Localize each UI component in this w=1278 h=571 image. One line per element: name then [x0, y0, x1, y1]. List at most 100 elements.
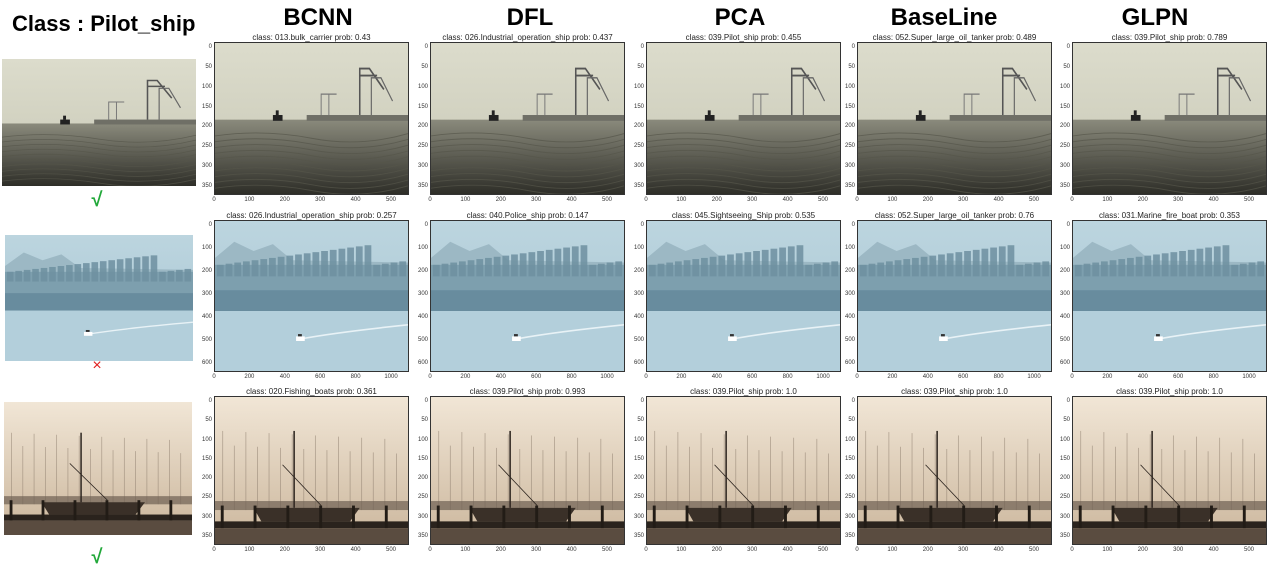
y-tick-label: 500 — [1059, 337, 1070, 343]
y-tick-label: 0 — [851, 398, 855, 404]
prediction-panel-bcnn: class: 020.Fishing_boats prob: 0.361 0 50 1… — [202, 387, 409, 553]
x-tick-label: 200 — [495, 197, 506, 203]
prediction-image — [430, 396, 625, 545]
x-tick-label: 1000 — [816, 374, 830, 380]
y-tick-label: 600 — [1059, 360, 1070, 366]
y-tick-label: 50 — [205, 417, 212, 424]
prediction-label: class: 026.Industrial_operation_ship pro… — [226, 211, 397, 220]
x-tick-label: 400 — [350, 547, 361, 553]
y-tick-label: 150 — [201, 455, 212, 462]
y-tick-label: 150 — [201, 103, 212, 110]
y-tick-label: 100 — [1059, 436, 1070, 443]
y-tick-label: 0 — [640, 44, 644, 50]
x-tick-label: 500 — [385, 197, 396, 203]
prediction-label: class: 052.Super_large_oil_tanker prob: … — [874, 211, 1035, 220]
y-tick-label: 250 — [844, 143, 855, 150]
y-tick-label: 300 — [1059, 163, 1070, 170]
original-image-harbor — [2, 59, 196, 186]
y-tick-label: 0 — [851, 44, 855, 50]
y-tick-label: 200 — [201, 475, 212, 482]
y-tick-label: 300 — [633, 163, 644, 170]
y-tick-label: 600 — [201, 360, 212, 366]
prediction-panel-glpn: class: 031.Marine_fire_boat prob: 0.353 0… — [1060, 211, 1267, 380]
method-header-pca: PCA — [714, 4, 766, 31]
x-tick-label: 600 — [747, 374, 758, 380]
y-tick-label: 100 — [201, 436, 212, 443]
x-tick-label: 100 — [460, 547, 471, 553]
method-header-baseline: BaseLine — [890, 4, 998, 31]
prediction-label: class: 039.Pilot_ship prob: 1.0 — [901, 387, 1008, 396]
y-tick-label: 150 — [844, 103, 855, 110]
y-tick-label: 150 — [417, 455, 428, 462]
y-tick-label: 200 — [844, 123, 855, 130]
x-tick-label: 100 — [460, 197, 471, 203]
x-tick-label: 200 — [495, 547, 506, 553]
x-tick-label: 600 — [958, 374, 969, 380]
prediction-panel-bcnn: class: 026.Industrial_operation_ship pro… — [202, 211, 409, 380]
y-tick-label: 350 — [633, 533, 644, 539]
y-tick-label: 100 — [417, 83, 428, 90]
y-tick-label: 50 — [1063, 417, 1070, 424]
y-tick-label: 400 — [844, 314, 855, 320]
x-tick-label: 400 — [922, 374, 933, 380]
y-tick-label: 100 — [633, 83, 644, 90]
y-tick-label: 50 — [637, 417, 644, 424]
x-tick-label: 800 — [782, 374, 793, 380]
y-tick-label: 200 — [633, 475, 644, 482]
x-tick-label: 600 — [1173, 374, 1184, 380]
y-tick-label: 100 — [633, 436, 644, 443]
y-tick-label: 200 — [844, 475, 855, 482]
prediction-image — [1072, 220, 1267, 372]
method-header-dfl: DFL — [506, 4, 554, 31]
prediction-panel-dfl: class: 039.Pilot_ship prob: 0.993 0 50 100 1… — [418, 387, 625, 553]
y-tick-label: 300 — [201, 291, 212, 297]
y-tick-label: 350 — [1059, 533, 1070, 539]
y-tick-label: 300 — [633, 291, 644, 297]
y-tick-label: 200 — [417, 123, 428, 130]
x-tick-label: 300 — [958, 547, 969, 553]
y-tick-label: 50 — [1063, 63, 1070, 70]
prediction-label: class: 039.Pilot_ship prob: 0.455 — [685, 33, 802, 42]
y-tick-label: 500 — [844, 337, 855, 343]
x-tick-label: 500 — [1028, 547, 1039, 553]
y-tick-label: 0 — [424, 398, 428, 404]
y-tick-label: 500 — [201, 337, 212, 343]
x-tick-label: 200 — [1137, 547, 1148, 553]
prediction-panel-dfl: class: 040.Police_ship prob: 0.147 0 100 20… — [418, 211, 625, 380]
x-tick-label: 300 — [531, 547, 542, 553]
prediction-label: class: 039.Pilot_ship prob: 1.0 — [1116, 387, 1223, 396]
x-tick-label: 1000 — [1242, 374, 1256, 380]
y-tick-label: 400 — [1059, 314, 1070, 320]
prediction-image — [646, 396, 841, 545]
y-tick-label: 200 — [1059, 475, 1070, 482]
y-tick-label: 300 — [1059, 513, 1070, 520]
y-tick-label: 350 — [633, 183, 644, 189]
y-tick-label: 350 — [844, 183, 855, 189]
y-tick-label: 0 — [424, 222, 428, 228]
x-tick-label: 1000 — [600, 374, 614, 380]
x-tick-label: 100 — [1102, 547, 1113, 553]
y-tick-label: 50 — [848, 63, 855, 70]
y-tick-label: 100 — [844, 245, 855, 251]
y-tick-label: 150 — [1059, 103, 1070, 110]
x-tick-label: 200 — [1102, 374, 1113, 380]
class-title: Class : Pilot_ship — [12, 11, 196, 36]
x-tick-label: 1000 — [384, 374, 398, 380]
method-header-bcnn: BCNN — [283, 4, 353, 31]
y-tick-label: 300 — [844, 163, 855, 170]
prediction-panel-pca: class: 045.Sightseeing_Ship prob: 0.535 0… — [634, 211, 841, 380]
x-tick-label: 800 — [566, 374, 577, 380]
y-tick-label: 100 — [201, 245, 212, 251]
y-tick-label: 200 — [844, 268, 855, 274]
y-tick-label: 0 — [208, 44, 212, 50]
check-mark-icon: √ — [91, 189, 103, 211]
prediction-panel-baseline: class: 039.Pilot_ship prob: 1.0 0 50 100 150… — [845, 387, 1052, 553]
x-tick-label: 400 — [279, 374, 290, 380]
x-tick-label: 400 — [711, 374, 722, 380]
prediction-label: class: 026.Industrial_operation_ship pro… — [442, 33, 613, 42]
original-image-fishing — [4, 402, 192, 535]
y-tick-label: 100 — [417, 245, 428, 251]
y-tick-label: 300 — [417, 291, 428, 297]
y-tick-label: 300 — [417, 163, 428, 170]
x-tick-label: 800 — [350, 374, 361, 380]
